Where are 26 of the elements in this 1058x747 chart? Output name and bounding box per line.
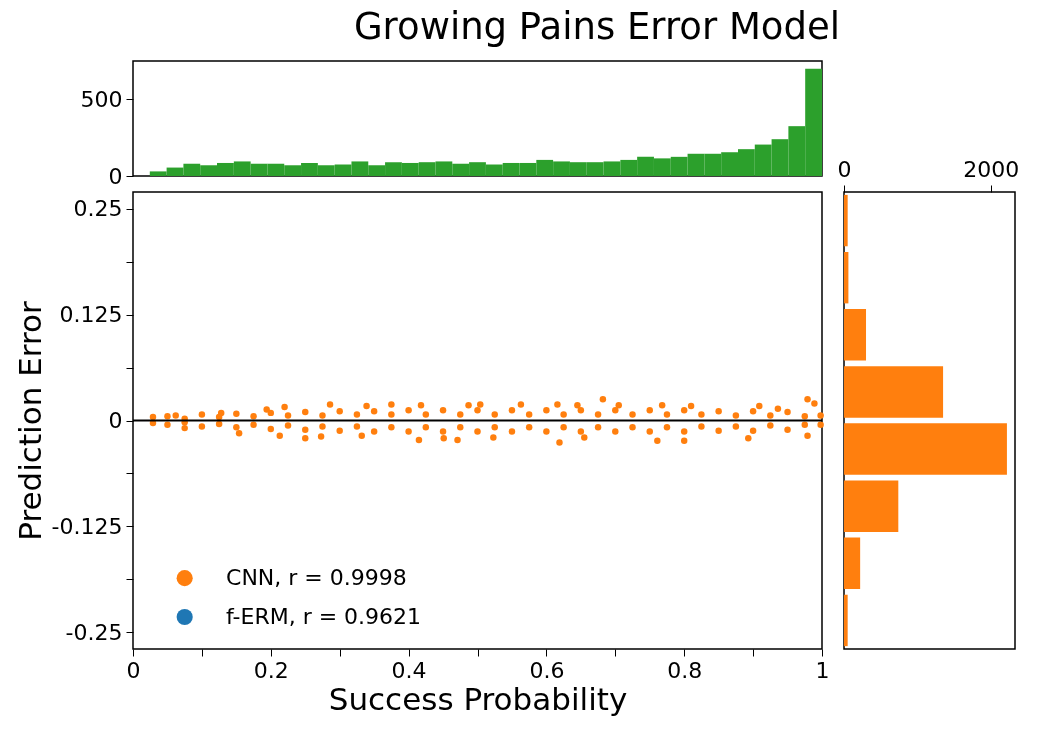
x-tick-label: 0.4 bbox=[391, 657, 427, 683]
x-tick-label: 2000 bbox=[963, 156, 1020, 182]
chart-title: Growing Pains Error Model bbox=[353, 5, 840, 48]
bar bbox=[844, 594, 848, 647]
y-tick-label: 0 bbox=[108, 408, 123, 433]
bar bbox=[844, 537, 861, 590]
y-axis-title: Prediction Error bbox=[11, 301, 48, 541]
x-tick-label: 0.2 bbox=[253, 657, 289, 683]
bar bbox=[844, 194, 848, 247]
y-tick-label: 0.25 bbox=[73, 196, 123, 222]
legend-label: f-ERM, r = 0.9621 bbox=[226, 604, 422, 630]
x-tick-label: 0 bbox=[126, 657, 141, 683]
bar bbox=[844, 366, 944, 418]
bar bbox=[844, 251, 849, 304]
x-axis-title: Success Probability bbox=[328, 680, 628, 717]
y-tick-label: 0.125 bbox=[59, 302, 123, 328]
bar bbox=[844, 309, 867, 361]
y-tick-label: -0.125 bbox=[51, 513, 123, 539]
x-tick-label: 0.8 bbox=[667, 657, 703, 683]
bar bbox=[844, 480, 899, 532]
y-tick-label: 500 bbox=[80, 86, 123, 112]
x-tick-label: 1 bbox=[815, 657, 830, 683]
bar bbox=[844, 423, 1007, 475]
x-tick-label: 0.6 bbox=[529, 657, 565, 683]
legend-label: CNN, r = 0.9998 bbox=[226, 565, 407, 591]
y-tick-label: -0.25 bbox=[65, 619, 123, 645]
